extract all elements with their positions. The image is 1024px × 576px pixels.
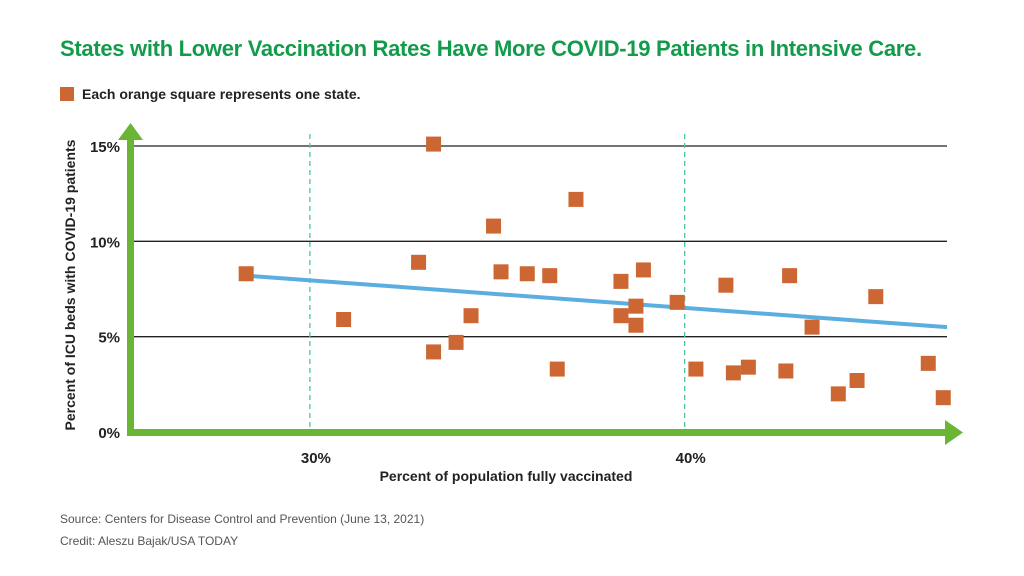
y-tick-label: 15% [90, 139, 120, 156]
data-point [549, 361, 565, 377]
data-point [613, 308, 629, 324]
data-point [778, 363, 794, 379]
y-tick-label: 0% [98, 425, 120, 442]
data-point [740, 359, 756, 375]
data-point [804, 319, 820, 335]
x-tick-label: 30% [301, 450, 331, 467]
data-point [868, 289, 884, 305]
y-axis-line [127, 138, 134, 436]
data-point [920, 355, 936, 371]
x-axis-line [127, 429, 947, 436]
x-tick-label: 40% [676, 450, 706, 467]
x-axis-arrow [945, 420, 963, 445]
data-point [688, 361, 704, 377]
data-point [725, 365, 741, 381]
data-points [238, 136, 951, 406]
legend-swatch [60, 87, 74, 101]
data-point [718, 277, 734, 293]
credit-note: Credit: Aleszu Bajak/USA TODAY [60, 534, 239, 548]
data-point [613, 273, 629, 289]
chart-title: States with Lower Vaccination Rates Have… [60, 36, 922, 61]
data-point [519, 266, 535, 282]
y-tick-label: 5% [98, 330, 120, 347]
data-point [426, 344, 442, 360]
data-point [782, 268, 798, 284]
data-point [628, 298, 644, 314]
gridlines [130, 145, 947, 338]
data-point [935, 390, 951, 406]
data-point [448, 334, 464, 350]
data-point [411, 254, 427, 270]
data-point [849, 373, 865, 389]
legend-label: Each orange square represents one state. [82, 86, 361, 102]
data-point [635, 262, 651, 278]
data-point [830, 386, 846, 402]
source-note: Source: Centers for Disease Control and … [60, 512, 425, 526]
data-point [669, 294, 685, 310]
data-point [542, 268, 558, 284]
legend: Each orange square represents one state. [60, 86, 361, 102]
data-point [568, 191, 584, 207]
y-axis-arrow [118, 123, 143, 140]
trendline [246, 273, 948, 330]
axes [118, 123, 963, 445]
data-point [463, 308, 479, 324]
data-point [336, 312, 352, 328]
data-point [238, 266, 254, 282]
y-axis-label: Percent of ICU beds with COVID-19 patien… [62, 139, 78, 430]
data-point [486, 218, 502, 234]
x-axis-label: Percent of population fully vaccinated [380, 468, 633, 484]
trendline-group [246, 273, 948, 330]
tick-labels: 0% 5% 10% 15% 30% 40% [90, 139, 706, 467]
data-point [628, 317, 644, 333]
y-tick-label: 10% [90, 234, 120, 251]
data-point [493, 264, 509, 280]
data-point [426, 136, 442, 152]
